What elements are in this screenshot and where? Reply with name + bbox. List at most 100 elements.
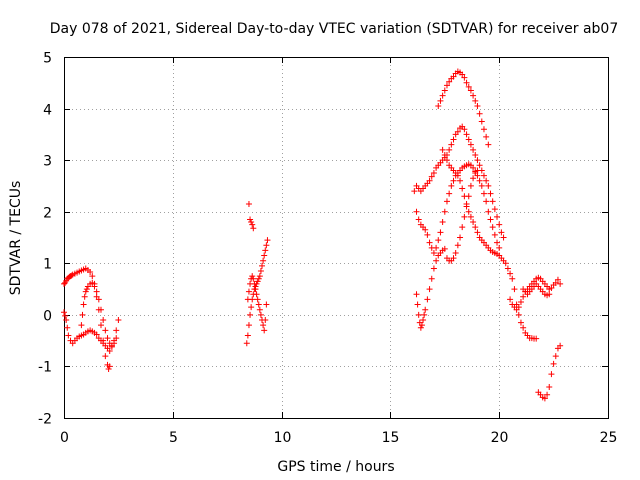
data-point [102,353,109,360]
data-point [415,216,422,223]
data-point [418,322,425,329]
data-point [494,213,501,220]
data-point [263,242,270,249]
data-point [424,296,431,303]
data-point [446,146,453,153]
data-point [467,213,474,220]
data-point [500,234,507,241]
data-point [244,296,251,303]
data-point [414,301,421,308]
data-point [533,335,540,342]
data-point [64,324,71,331]
data-point [82,288,89,295]
data-point [470,92,477,99]
data-point [93,288,100,295]
data-point [441,87,448,94]
data-point [450,177,457,184]
series-arc-4c [535,342,564,402]
data-point [450,255,457,262]
data-point [461,74,468,81]
data-point [463,79,470,86]
data-point [465,83,472,90]
data-point [474,157,481,164]
x-tick-label: 25 [600,430,618,446]
data-point [465,136,472,143]
data-point [411,188,418,195]
data-point [251,280,258,287]
data-point [485,182,492,189]
data-point [261,327,268,334]
y-tick-label: 2 [43,206,52,222]
data-point [245,200,252,207]
data-point [245,322,252,329]
data-point [113,335,120,342]
data-point [245,288,252,295]
data-point [417,324,424,331]
data-point [550,360,557,367]
data-point [448,141,455,148]
data-point [507,296,514,303]
data-point [487,216,494,223]
x-tick-label: 10 [274,430,292,446]
data-point [421,311,428,318]
data-point [548,285,555,292]
data-point [248,304,255,311]
data-point [470,146,477,153]
series-arc-2a [243,237,271,347]
data-point [91,283,98,290]
data-point [498,229,505,236]
y-tick-label: -2 [38,412,52,428]
data-point [439,146,446,153]
data-point [450,73,457,80]
data-point [461,126,468,133]
data-point [259,262,266,269]
data-point [557,280,564,287]
data-point [507,270,514,277]
series-arc-2c [245,200,257,232]
data-point [93,331,100,338]
data-point [496,221,503,228]
data-point [63,317,70,324]
data-point [424,231,431,238]
data-point [247,216,254,223]
data-point [467,87,474,94]
series-arc-3e [413,245,448,331]
data-point [87,269,94,276]
data-point [260,322,267,329]
data-point [104,335,111,342]
data-point [422,306,429,313]
series-arc-3a [411,123,507,241]
data-point [485,141,492,148]
data-point [476,110,483,117]
data-point [511,286,518,293]
data-point [494,239,501,246]
series-arc-3d [439,146,540,342]
data-point [435,237,442,244]
data-point [446,190,453,197]
data-point [102,327,109,334]
data-point [520,293,527,300]
data-point [459,185,466,192]
data-point [420,317,427,324]
grid [64,57,608,418]
data-point [95,296,102,303]
data-point [557,342,564,349]
data-point [491,206,498,213]
series-arc-2b [244,273,270,334]
data-point [476,162,483,169]
data-point [243,340,250,347]
data-point [254,296,261,303]
data-point [83,286,90,293]
data-point [250,225,257,232]
data-point [480,172,487,179]
data-point [422,226,429,233]
data-point [450,136,457,143]
data-point [433,244,440,251]
data-point [443,157,450,164]
data-point [89,279,96,286]
data-point [260,257,267,264]
data-point [463,203,470,210]
data-point [263,301,270,308]
data-point [441,245,448,252]
data-point [62,312,69,319]
